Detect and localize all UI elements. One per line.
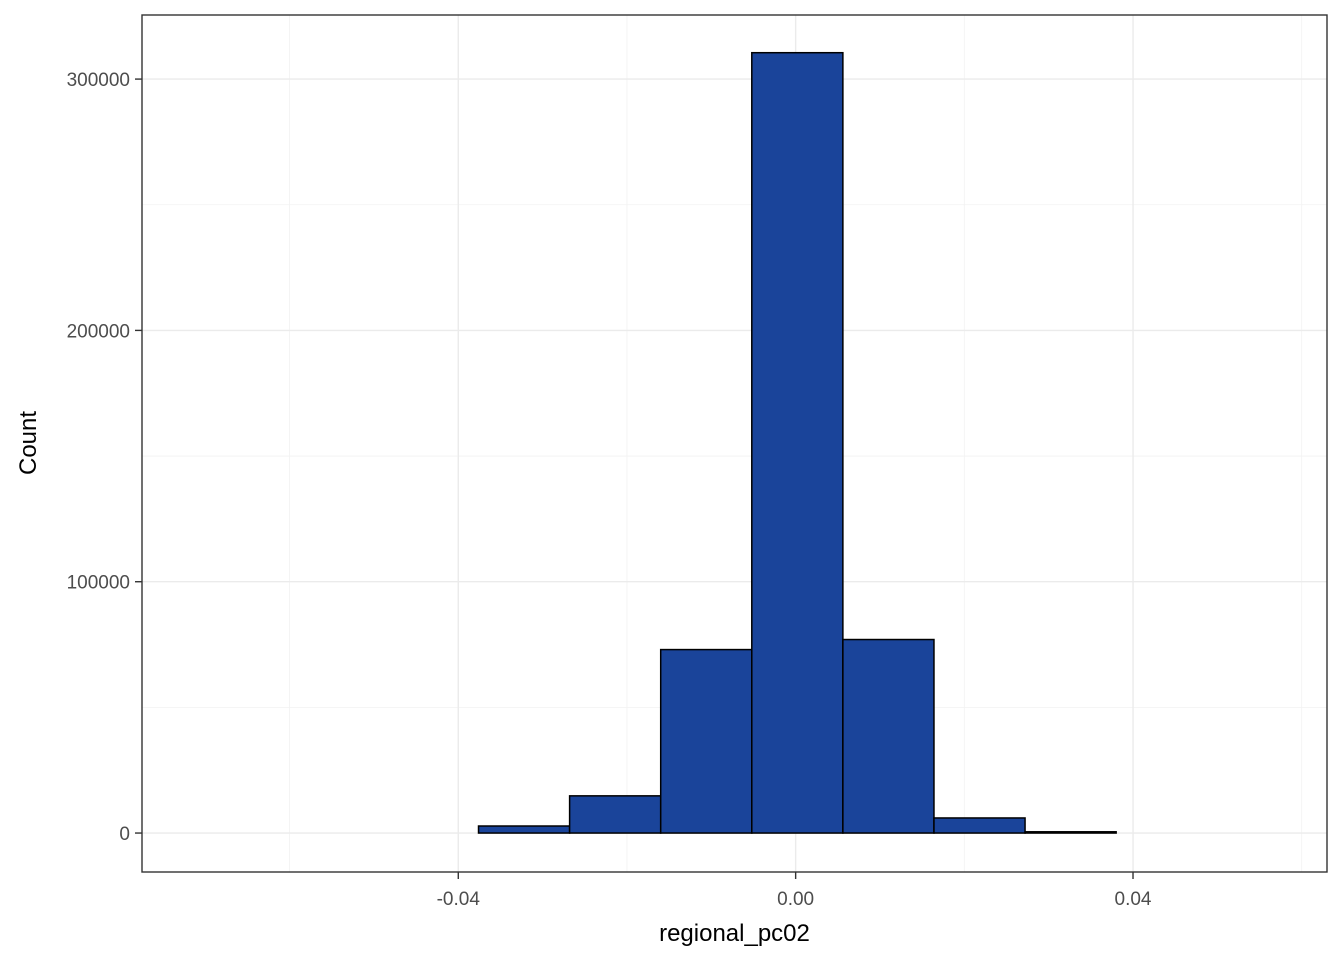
histogram-bar xyxy=(1024,831,1117,834)
y-tick-label: 0 xyxy=(119,824,130,845)
panel-border xyxy=(141,14,1328,873)
histogram-bar xyxy=(568,795,662,834)
y-axis-title: Count xyxy=(15,411,42,475)
y-tick-label: 100000 xyxy=(67,573,130,594)
y-tick-label: 300000 xyxy=(67,70,130,91)
histogram-bars xyxy=(477,51,1117,834)
histogram-bar xyxy=(751,51,844,834)
histogram-bar xyxy=(477,825,571,834)
histogram-bar xyxy=(933,817,1026,834)
y-tick-label: 200000 xyxy=(67,321,130,342)
x-axis-title: regional_pc02 xyxy=(659,920,810,947)
histogram-bar xyxy=(842,638,935,834)
axis-ticks: -0.04 0.00 0.04 0 100000 200000 300000 xyxy=(67,70,1152,910)
x-tick-label: 0.00 xyxy=(777,889,814,910)
x-tick-label: 0.04 xyxy=(1115,889,1152,910)
histogram-bar xyxy=(659,648,753,834)
x-tick-label: -0.04 xyxy=(437,889,481,910)
